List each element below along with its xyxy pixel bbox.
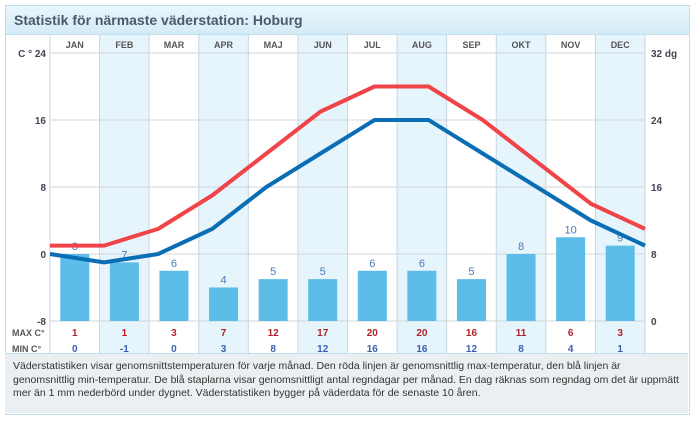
max-temp-value: 3 — [617, 328, 623, 339]
right-tick-label: 24 — [651, 116, 663, 127]
max-temp-value: 12 — [268, 328, 280, 339]
month-label: AUG — [412, 40, 432, 50]
min-temp-value: 8 — [270, 344, 276, 355]
rain-bar-label: 9 — [617, 233, 623, 245]
max-temp-value: 7 — [221, 328, 227, 339]
rain-bar — [308, 279, 338, 321]
max-row-label: MAX C° — [12, 328, 45, 338]
min-temp-value: 16 — [416, 344, 428, 355]
month-label: FEB — [115, 40, 134, 50]
month-label: DEC — [611, 40, 631, 50]
rain-bar — [258, 279, 288, 321]
min-temp-value: 12 — [317, 344, 329, 355]
rain-bar-label: 6 — [171, 258, 177, 270]
month-label: JAN — [66, 40, 84, 50]
max-temp-value: 1 — [122, 328, 128, 339]
left-tick-label: C ° 24 — [18, 49, 46, 60]
rain-bar-label: 5 — [468, 266, 474, 278]
max-temp-value: 20 — [416, 328, 428, 339]
rain-bar — [357, 270, 387, 321]
rain-bar-label: 4 — [220, 275, 226, 287]
month-label: APR — [214, 40, 234, 50]
max-temp-value: 17 — [317, 328, 329, 339]
max-temp-value: 3 — [171, 328, 177, 339]
max-temp-value: 1 — [72, 328, 78, 339]
min-temp-line — [49, 118, 646, 265]
rain-bar — [556, 237, 586, 321]
max-temp-value: 11 — [516, 328, 527, 339]
right-tick-label: 8 — [651, 250, 657, 261]
min-temp-value: 3 — [221, 344, 227, 355]
rain-bar-label: 6 — [419, 258, 425, 270]
month-label: NOV — [561, 40, 581, 50]
month-label: SEP — [462, 40, 480, 50]
min-temp-value: 4 — [568, 344, 574, 355]
rain-bar-label: 5 — [320, 266, 326, 278]
panel-title: Statistik för närmaste väderstation: Hob… — [6, 6, 689, 35]
month-label: JUL — [364, 40, 382, 50]
min-temp-value: 16 — [367, 344, 379, 355]
rain-bar — [209, 287, 239, 321]
chart-description: Väderstatistiken visar genomsnittstemper… — [5, 353, 688, 413]
min-temp-value: 0 — [171, 344, 177, 355]
max-temp-value: 20 — [367, 328, 379, 339]
rain-bar — [605, 245, 635, 321]
max-temp-value: 6 — [568, 328, 574, 339]
right-tick-label: 32 dg — [651, 49, 677, 60]
month-label: MAJ — [264, 40, 283, 50]
left-tick-label: 16 — [35, 116, 47, 127]
rain-bar — [506, 254, 536, 321]
month-label: JUN — [314, 40, 332, 50]
left-tick-label: 0 — [40, 250, 46, 261]
left-tick-label: -8 — [37, 317, 46, 328]
right-tick-label: 16 — [651, 183, 663, 194]
min-temp-value: 1 — [617, 344, 623, 355]
month-label: OKT — [512, 40, 532, 50]
rain-bar — [109, 262, 139, 321]
min-temp-value: -1 — [120, 344, 129, 355]
min-temp-value: 12 — [466, 344, 478, 355]
min-temp-value: 8 — [518, 344, 524, 355]
rain-bar-label: 5 — [270, 266, 276, 278]
rain-bar-label: 8 — [518, 241, 524, 253]
min-row-label: MIN C° — [12, 344, 41, 354]
rain-bar-label: 6 — [369, 258, 375, 270]
rain-bar — [407, 270, 437, 321]
max-temp-value: 16 — [466, 328, 478, 339]
left-tick-label: 8 — [40, 183, 46, 194]
rain-bar-label: 10 — [565, 224, 577, 236]
rain-bar — [159, 270, 189, 321]
rain-bar — [60, 254, 90, 321]
max-temp-line — [50, 84, 646, 248]
rain-bar-label: 7 — [121, 249, 127, 261]
right-tick-label: 0 — [651, 317, 657, 328]
min-temp-value: 0 — [72, 344, 78, 355]
rain-bar — [456, 279, 486, 321]
month-label: MAR — [164, 40, 185, 50]
